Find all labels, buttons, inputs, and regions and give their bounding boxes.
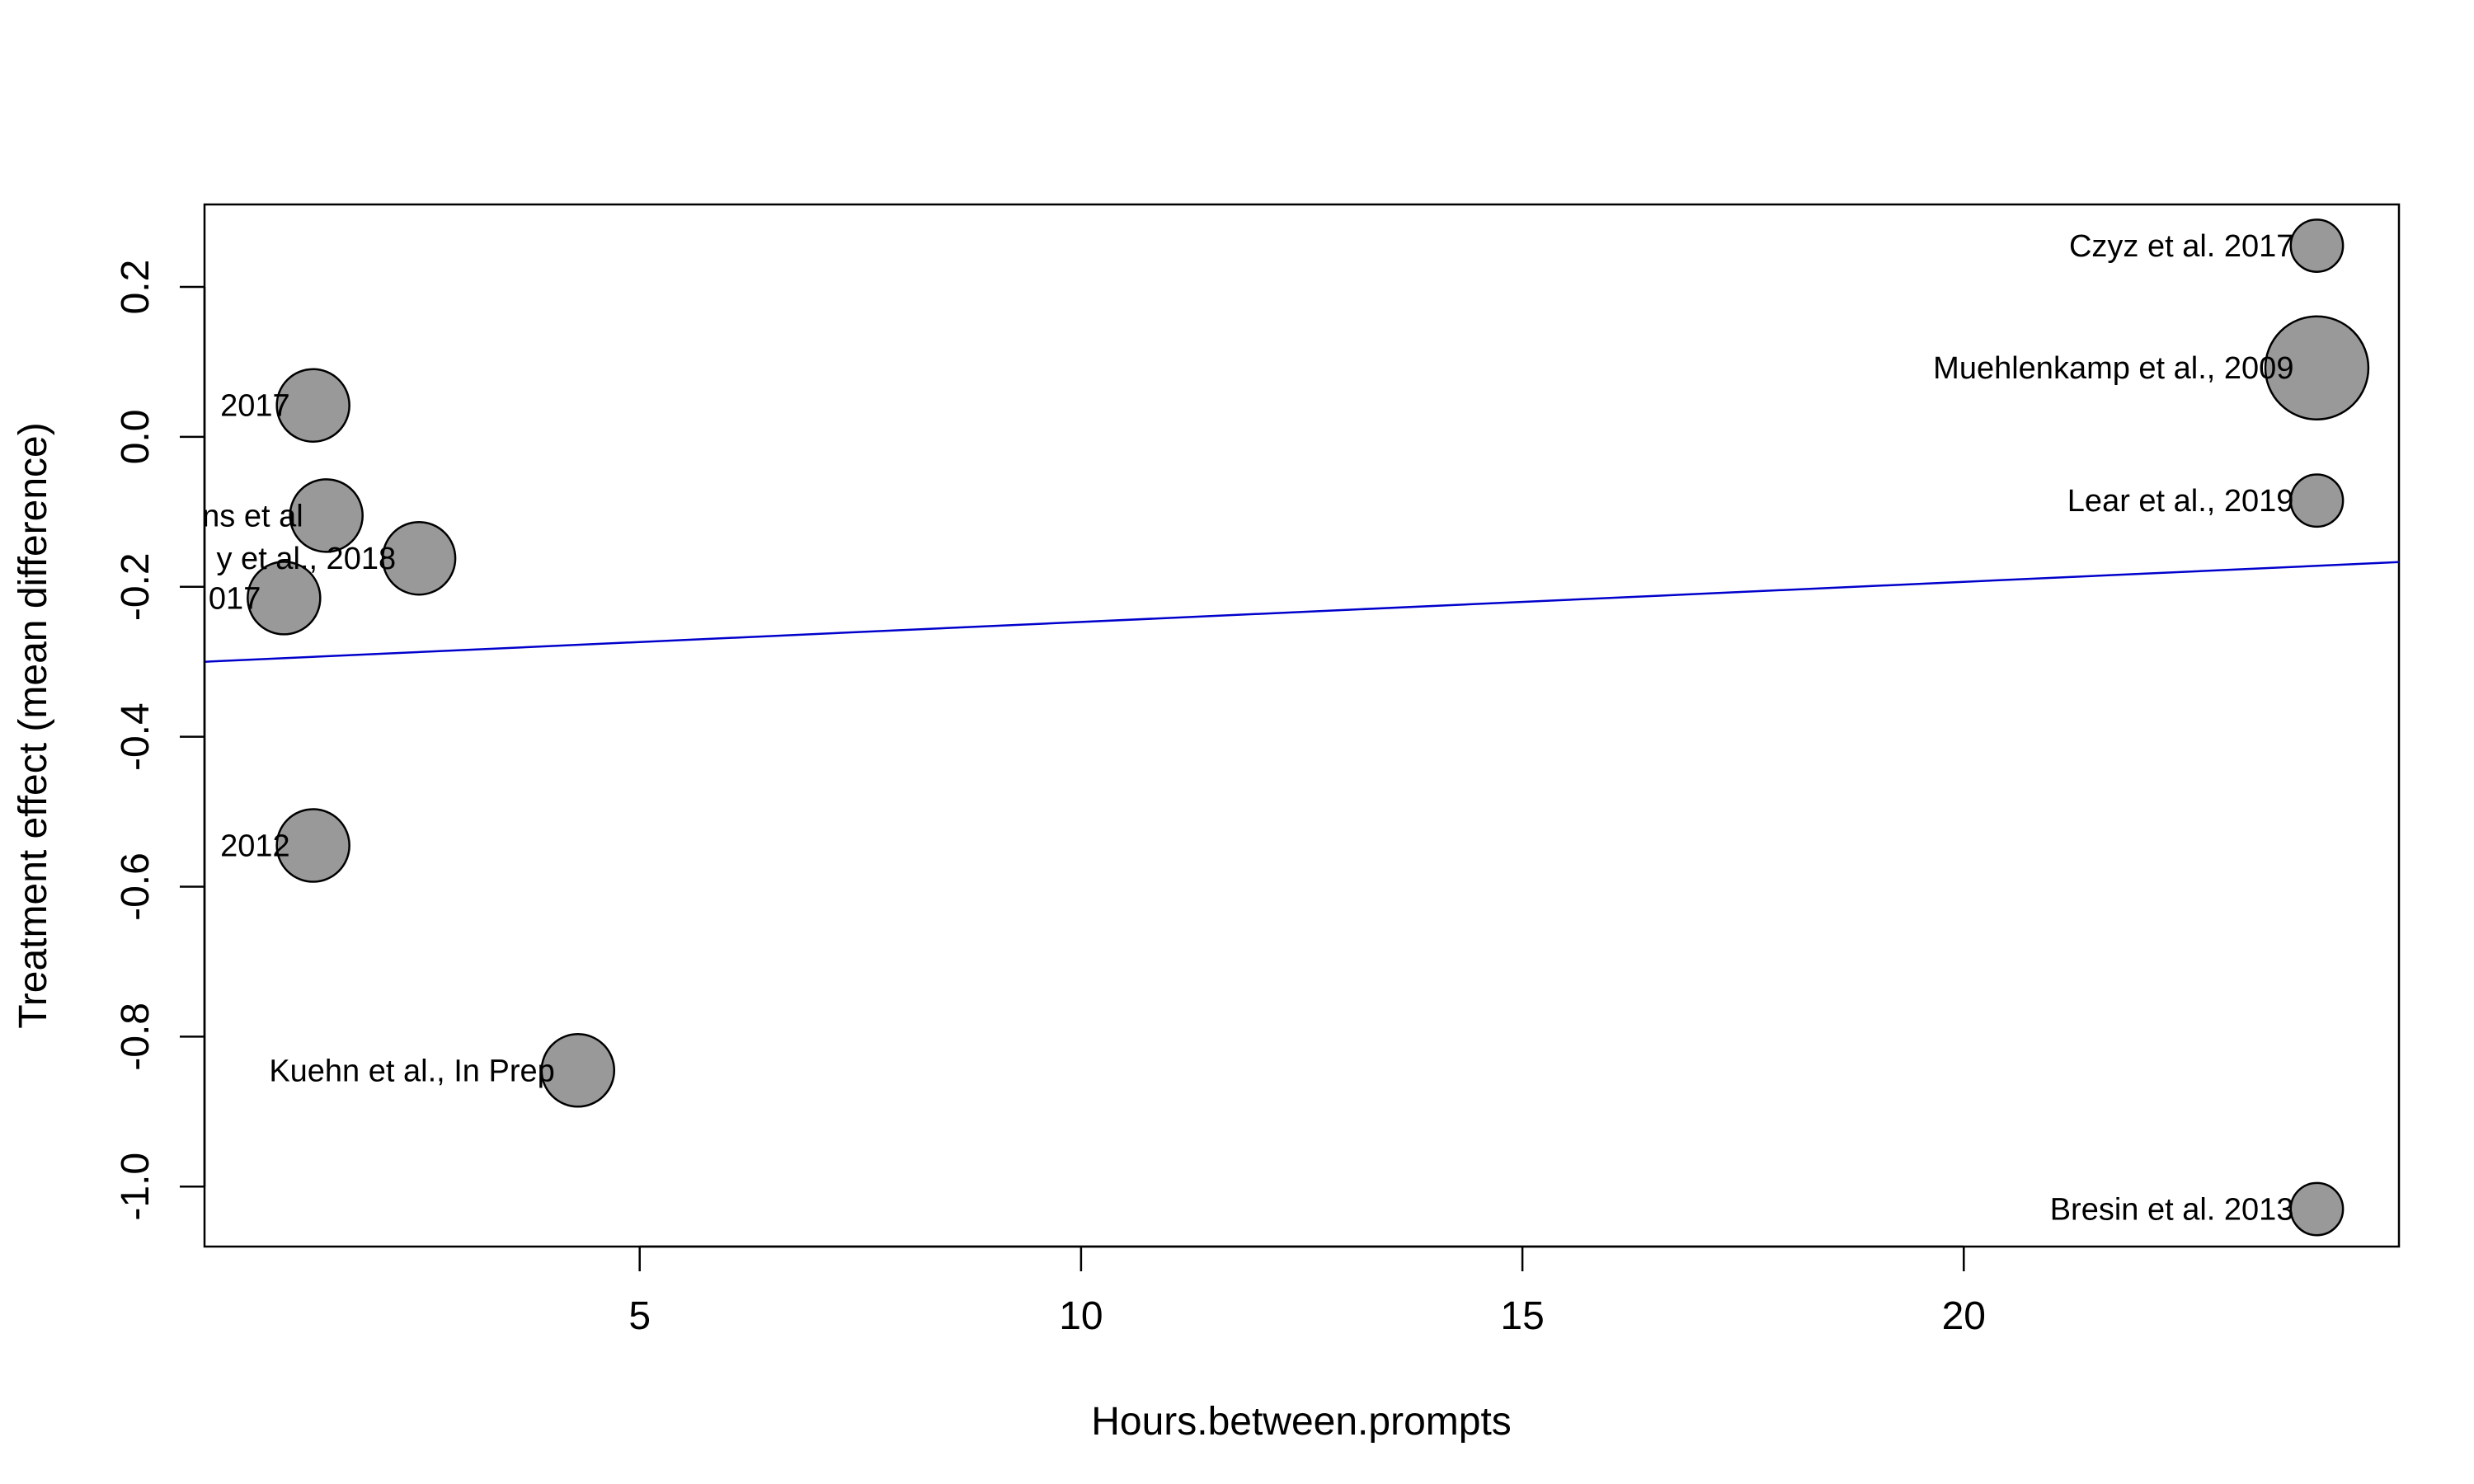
study-bubble (275, 368, 350, 443)
study-bubble (247, 561, 322, 636)
points-layer (247, 218, 2370, 1237)
study-label: ns et al (202, 499, 303, 533)
study-label: Kuehn et al., In Prep (269, 1054, 554, 1088)
y-tick-label: 0.2 (114, 260, 158, 315)
y-tick-label: -0.4 (114, 702, 158, 771)
study-label: y et al., 2018 (217, 542, 397, 576)
y-tick-label: -1.0 (114, 1153, 158, 1221)
study-bubble (289, 478, 364, 553)
x-axis: 5 10 15 20 (628, 1245, 1986, 1338)
regression-layer (204, 561, 2400, 663)
y-tick-label: -0.8 (114, 1003, 158, 1071)
study-bubble (2264, 315, 2370, 420)
y-axis-title: Treatment effect (mean difference) (12, 422, 55, 1028)
y-tick-label: -0.6 (114, 852, 158, 921)
study-bubble (540, 1033, 616, 1108)
x-tick-label: 10 (1059, 1294, 1103, 1338)
study-bubble (381, 520, 457, 596)
regression-line (204, 561, 2400, 663)
study-label: 2017 (220, 389, 290, 424)
study-label: 2012 (220, 829, 290, 863)
study-bubble (2289, 473, 2345, 528)
study-label: Bresin et al. 2013 (2050, 1193, 2294, 1228)
x-tick-label: 15 (1500, 1294, 1544, 1338)
study-bubble (2289, 1181, 2345, 1237)
point-labels-layer: 2017 ns et al y et al., 2018 017 2012 Kuehn e… (202, 229, 2293, 1228)
study-label: Lear et al., 2019 (2067, 484, 2294, 519)
x-axis-title: Hours.between.prompts (1091, 1400, 1512, 1444)
x-tick-label: 20 (1942, 1294, 1986, 1338)
y-tick-label: -0.2 (114, 552, 158, 621)
study-label: 017 (209, 581, 261, 616)
y-tick-label: 0.0 (114, 410, 158, 465)
study-label: Muehlenkamp et al., 2009 (1933, 351, 2293, 386)
x-tick-label: 5 (628, 1294, 651, 1338)
y-axis: -1.0 -0.8 -0.6 -0.4 -0.2 0.0 0.2 (114, 260, 206, 1221)
study-bubble (275, 808, 350, 883)
study-bubble (2289, 218, 2345, 273)
study-label: Czyz et al. 2017 (2069, 229, 2293, 264)
